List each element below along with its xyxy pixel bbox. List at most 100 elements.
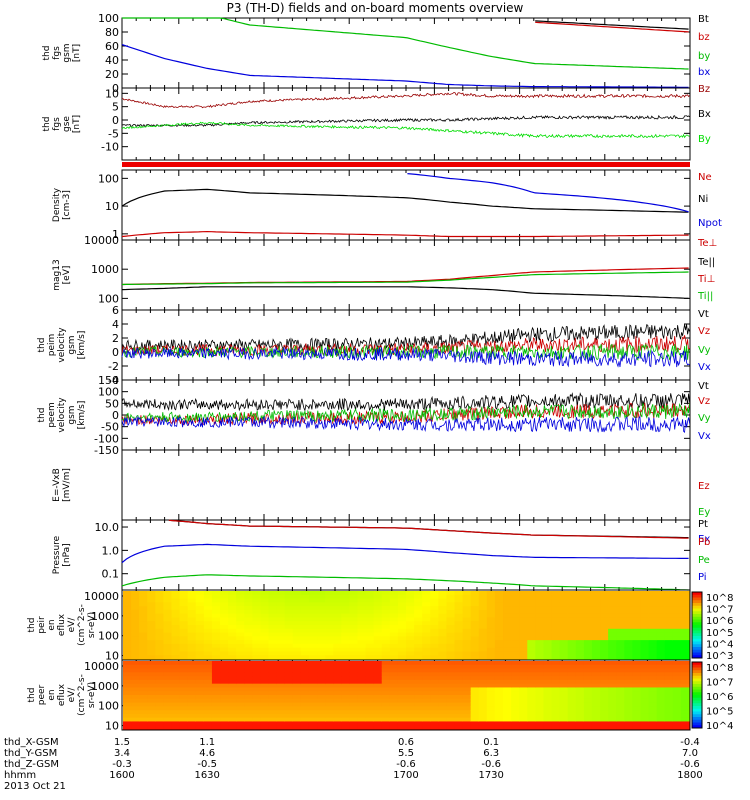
legend-fgs_gse-2: By	[698, 134, 711, 145]
heatmap-cell	[325, 628, 334, 634]
heatmap-cell	[430, 602, 439, 607]
heatmap-cell	[357, 687, 367, 692]
heatmap-cell	[600, 698, 609, 704]
heatmap-cell	[195, 683, 205, 688]
heatmap-cell	[503, 640, 512, 645]
heatmap-cell	[195, 679, 205, 685]
heatmap-cell	[494, 691, 504, 696]
heatmap-cell	[591, 625, 601, 630]
heatmap-cell	[640, 725, 650, 730]
heatmap-cell	[357, 643, 367, 649]
heatmap-cell	[147, 640, 156, 645]
heatmap-cell	[357, 640, 367, 645]
heatmap-cell	[300, 664, 310, 670]
heatmap-cell	[656, 606, 666, 611]
colorbar-segment	[692, 725, 702, 729]
heatmap-cell	[292, 672, 302, 677]
heatmap-cell	[357, 691, 367, 696]
heatmap-cell	[559, 632, 569, 637]
heatmap-cell	[672, 676, 682, 681]
footer-value-x_gsm: 0.6	[398, 737, 414, 748]
heatmap-cell	[616, 668, 625, 673]
heatmap-cell	[422, 706, 431, 711]
heatmap-cell	[519, 713, 528, 719]
heatmap-cell	[373, 606, 383, 611]
heatmap-cell	[608, 643, 617, 649]
heatmap-cell	[195, 668, 205, 673]
heatmap-cell	[680, 647, 690, 652]
heatmap-cell	[511, 698, 520, 704]
heatmap-cell	[236, 598, 245, 603]
heatmap-cell	[276, 647, 286, 652]
heatmap-cell	[406, 647, 415, 652]
heatmap-cell	[406, 632, 415, 637]
heatmap-cell	[406, 661, 415, 666]
heatmap-cell	[543, 613, 553, 618]
colorbar-label: 10^5	[706, 707, 733, 718]
heatmap-cell	[389, 706, 399, 711]
heatmap-cell	[317, 617, 326, 622]
heatmap-cell	[236, 691, 245, 696]
heatmap-cell	[414, 613, 423, 618]
heatmap-cell	[494, 698, 504, 704]
heatmap-cell	[268, 691, 278, 696]
heatmap-cell	[591, 655, 601, 660]
heatmap-cell	[349, 661, 358, 666]
heatmap-cell	[600, 713, 609, 719]
heatmap-cell	[503, 591, 512, 596]
heatmap-cell	[171, 710, 181, 715]
heatmap-cell	[454, 713, 464, 719]
heatmap-cell	[397, 651, 407, 656]
heatmap-cell	[608, 617, 617, 622]
heatmap-cell	[365, 643, 375, 649]
heatmap-cell	[680, 609, 690, 615]
heatmap-cell	[187, 664, 197, 670]
heatmap-cell	[187, 651, 197, 656]
heatmap-cell	[131, 691, 140, 696]
heatmap-cell	[486, 683, 496, 688]
heatmap-cell	[567, 661, 577, 666]
heatmap-cell	[470, 721, 480, 726]
heatmap-cell	[268, 721, 278, 726]
heatmap-cell	[341, 668, 350, 673]
heatmap-cell	[438, 598, 447, 603]
heatmap-cell	[397, 695, 407, 700]
heatmap-cell	[155, 594, 164, 600]
heatmap-cell	[365, 679, 375, 685]
heatmap-cell	[454, 617, 464, 622]
heatmap-cell	[171, 683, 181, 688]
heatmap-cell	[389, 679, 399, 685]
heatmap-cell	[559, 717, 569, 722]
heatmap-cell	[486, 651, 496, 656]
heatmap-cell	[131, 687, 140, 692]
heatmap-cell	[648, 609, 658, 615]
heatmap-cell	[171, 672, 181, 677]
heatmap-cell	[462, 617, 472, 622]
y-tick-label: -5	[108, 127, 119, 140]
heatmap-cell	[211, 664, 221, 670]
heatmap-cell	[139, 661, 148, 666]
heatmap-cell	[333, 721, 342, 726]
heatmap-cell	[284, 687, 294, 692]
heatmap-cell	[486, 661, 496, 666]
heatmap-cell	[494, 661, 504, 666]
heatmap-cell	[470, 679, 480, 685]
heatmap-cell	[187, 687, 197, 692]
heatmap-cell	[276, 655, 286, 660]
heatmap-cell	[179, 717, 189, 722]
heatmap-cell	[624, 636, 633, 641]
heatmap-cell	[414, 710, 423, 715]
heatmap-cell	[357, 710, 367, 715]
heatmap-cell	[365, 632, 375, 637]
heatmap-cell	[672, 632, 682, 637]
heatmap-cell	[139, 676, 148, 681]
heatmap-cell	[575, 628, 585, 634]
heatmap-cell	[575, 613, 585, 618]
heatmap-cell	[252, 643, 261, 649]
heatmap-cell	[317, 621, 326, 626]
heatmap-cell	[397, 710, 407, 715]
heatmap-cell	[608, 632, 617, 637]
heatmap-cell	[632, 702, 641, 707]
heatmap-cell	[494, 632, 504, 637]
heatmap-cell	[616, 591, 625, 596]
